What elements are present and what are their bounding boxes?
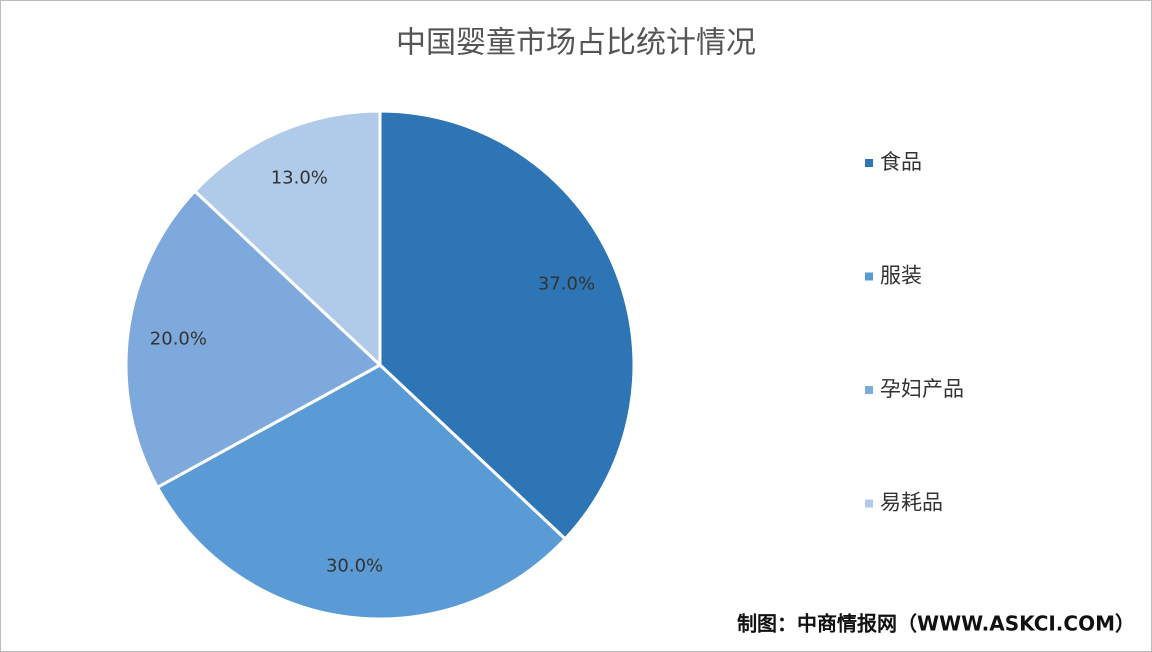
legend-label: 服装 — [880, 264, 922, 288]
pie-slice — [378, 109, 636, 541]
legend-swatch — [865, 159, 873, 167]
legend-swatch — [865, 386, 873, 394]
legend-label: 易耗品 — [880, 491, 943, 515]
data-label: 37.0% — [538, 273, 595, 294]
legend-label: 食品 — [880, 150, 922, 174]
pie-slice — [124, 189, 383, 490]
data-label: 20.0% — [150, 329, 207, 350]
pie-slice — [155, 363, 568, 621]
data-label: 30.0% — [326, 556, 383, 577]
legend-label: 孕妇产品 — [880, 377, 964, 401]
source-note: 制图：中商情报网（WWW.ASKCI.COM） — [737, 612, 1135, 636]
data-label: 13.0% — [271, 168, 328, 189]
chart-title: 中国婴童市场占比统计情况 — [396, 26, 756, 61]
legend-swatch — [865, 272, 873, 281]
legend-swatch — [865, 499, 873, 508]
pie-slice — [192, 109, 382, 369]
